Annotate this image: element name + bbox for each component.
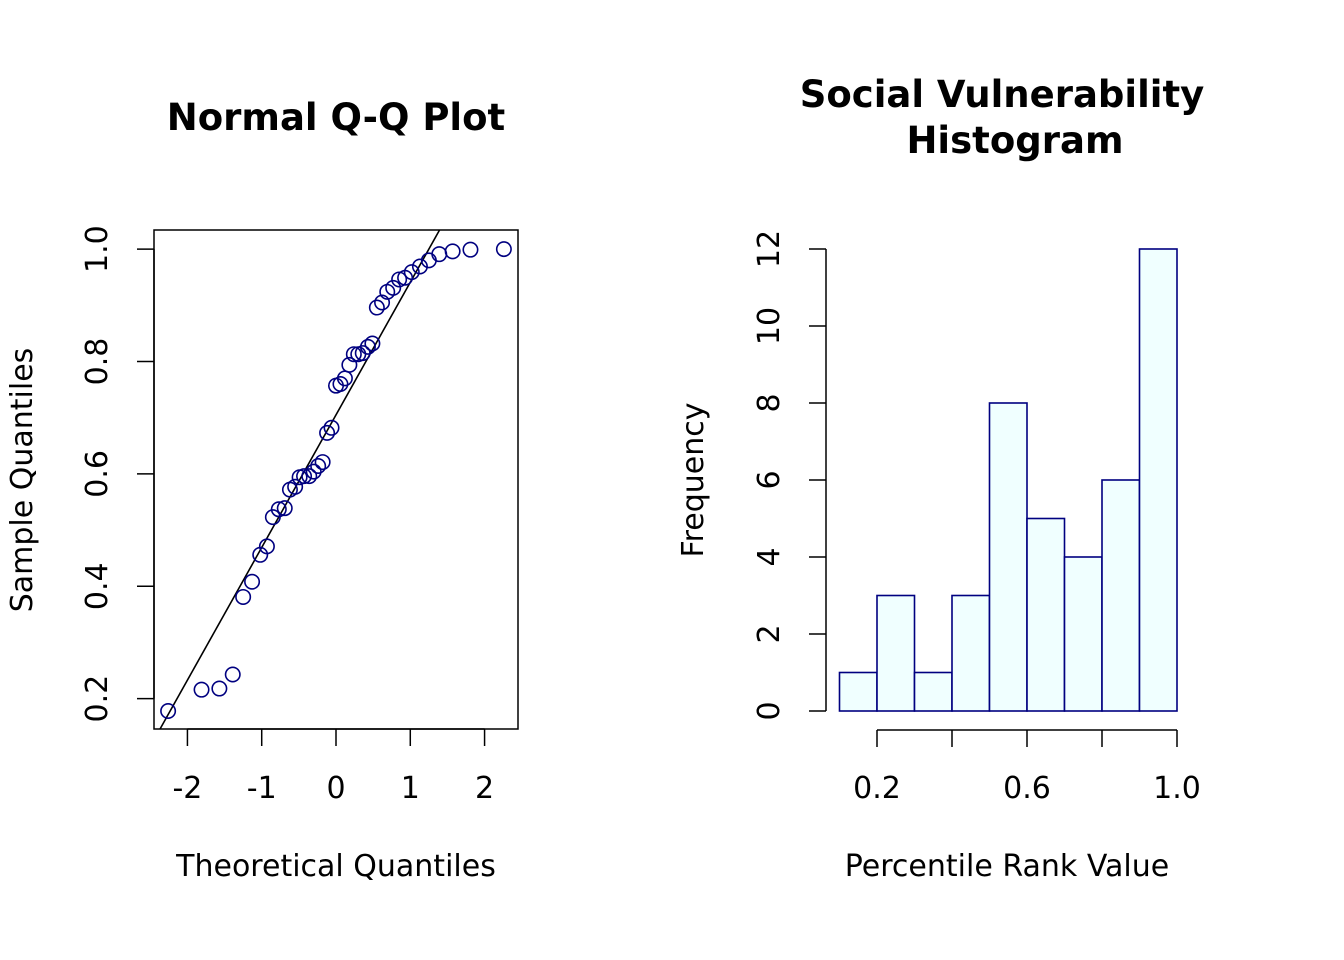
qq-panel: Normal Q-Q Plot -2 -1 0 1 2 0.2 0.4 0.6 0.8 1.0 T… (5, 96, 519, 884)
qq-point (310, 458, 327, 475)
qq-x-tick-label: -1 (247, 771, 277, 806)
qq-point (385, 279, 402, 296)
histogram-y-tick-label: 6 (752, 470, 787, 489)
histogram-bar (876, 594, 916, 712)
qq-point (323, 419, 340, 436)
qq-point (211, 680, 228, 697)
qq-point (258, 538, 275, 555)
qq-x-tick-label: -2 (172, 771, 202, 806)
qq-point (160, 703, 177, 720)
qq-point (270, 501, 287, 518)
qq-point (224, 666, 241, 683)
qq-y-tick-label: 1.0 (80, 225, 115, 273)
histogram-bar (1138, 248, 1178, 712)
histogram-x-tick-label: 0.6 (1003, 771, 1051, 806)
qq-x-axis-title: Theoretical Quantiles (175, 849, 496, 884)
qq-point (193, 681, 210, 698)
qq-x-tick-label: 1 (401, 771, 420, 806)
histogram-y-axis-title: Frequency (676, 403, 711, 558)
qq-point (403, 264, 420, 281)
histogram-axes: 0.2 0.6 1.0 0 2 4 6 8 10 12 (752, 230, 1201, 806)
histogram-bar (1101, 479, 1141, 712)
histogram-title-line-2: Histogram (906, 119, 1123, 162)
qq-point (495, 241, 512, 258)
histogram-bars (838, 248, 1178, 712)
histogram-bar (988, 402, 1028, 712)
qq-point (431, 246, 448, 263)
qq-point (244, 573, 261, 590)
qq-y-tick-label: 0.8 (80, 338, 115, 386)
histogram-y-tick-label: 12 (752, 230, 787, 268)
qq-y-axis-title: Sample Quantiles (5, 348, 40, 613)
qq-point (341, 356, 358, 373)
qq-point (276, 500, 293, 517)
histogram-bar (838, 671, 878, 712)
qq-point (345, 346, 362, 363)
qq-y-tick-label: 0.2 (80, 675, 115, 723)
qq-point (296, 468, 313, 485)
histogram-title-line-1: Social Vulnerability (800, 73, 1205, 116)
qq-title: Normal Q-Q Plot (167, 96, 505, 139)
qq-point (287, 478, 304, 495)
qq-point (314, 454, 331, 471)
qq-plot-frame (153, 229, 519, 730)
histogram-y-tick-label: 4 (752, 547, 787, 566)
histogram-y-tick-label: 8 (752, 393, 787, 412)
histogram-bar (951, 594, 991, 712)
histogram-bar (1063, 556, 1103, 712)
qq-x-tick-label: 0 (326, 771, 345, 806)
qq-point (462, 241, 479, 258)
histogram-panel: Social Vulnerability Histogram 0.2 0.6 1.0… (676, 73, 1204, 884)
qq-point (359, 338, 376, 355)
qq-y-tick-label: 0.6 (80, 450, 115, 498)
qq-points (160, 241, 512, 720)
qq-x-tick-label: 2 (475, 771, 494, 806)
histogram-y-tick-label: 0 (752, 701, 787, 720)
qq-point (411, 258, 428, 275)
histogram-y-tick-label: 2 (752, 624, 787, 643)
qq-point (364, 335, 381, 352)
qq-reference-line-group (159, 229, 441, 730)
qq-point (301, 468, 318, 485)
qq-point (332, 375, 349, 392)
histogram-x-tick-label: 0.2 (853, 771, 901, 806)
histogram-bar (1026, 517, 1066, 712)
qq-y-tick-label: 0.4 (80, 562, 115, 610)
histogram-bar (913, 671, 953, 712)
qq-point (374, 294, 391, 311)
qq-point (305, 463, 322, 480)
qq-point (319, 424, 336, 441)
histogram-x-axis-title: Percentile Rank Value (845, 849, 1169, 884)
histogram-y-tick-label: 10 (752, 307, 787, 345)
qq-point (391, 271, 408, 288)
qq-point (444, 243, 461, 260)
qq-point (368, 299, 385, 316)
qq-axis-ticks: -2 -1 0 1 2 0.2 0.4 0.6 0.8 1.0 (80, 225, 494, 806)
histogram-x-tick-label: 1.0 (1153, 771, 1201, 806)
qq-point (235, 588, 252, 605)
qq-reference-line (159, 229, 441, 730)
